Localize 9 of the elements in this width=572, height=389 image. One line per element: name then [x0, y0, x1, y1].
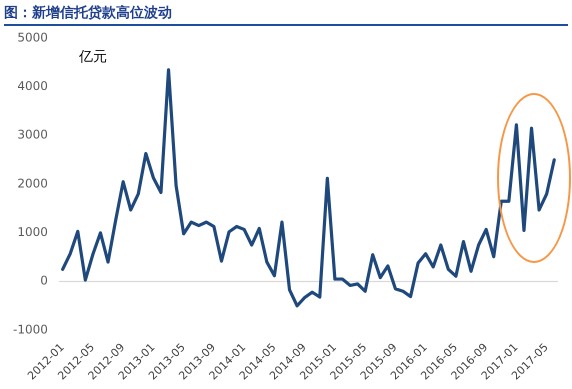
y-axis-title: 亿元 [78, 48, 107, 65]
y-tick-label: -1000 [12, 322, 48, 336]
chart-title: 图：新增信托贷款高位波动 [4, 2, 568, 26]
y-tick-label: 3000 [17, 128, 48, 142]
y-tick-label: 5000 [17, 30, 48, 44]
y-tick-label: 1000 [17, 224, 48, 239]
y-tick-label: 0 [40, 274, 48, 288]
y-tick-label: 2000 [17, 176, 48, 190]
y-tick-label: 4000 [17, 78, 48, 93]
